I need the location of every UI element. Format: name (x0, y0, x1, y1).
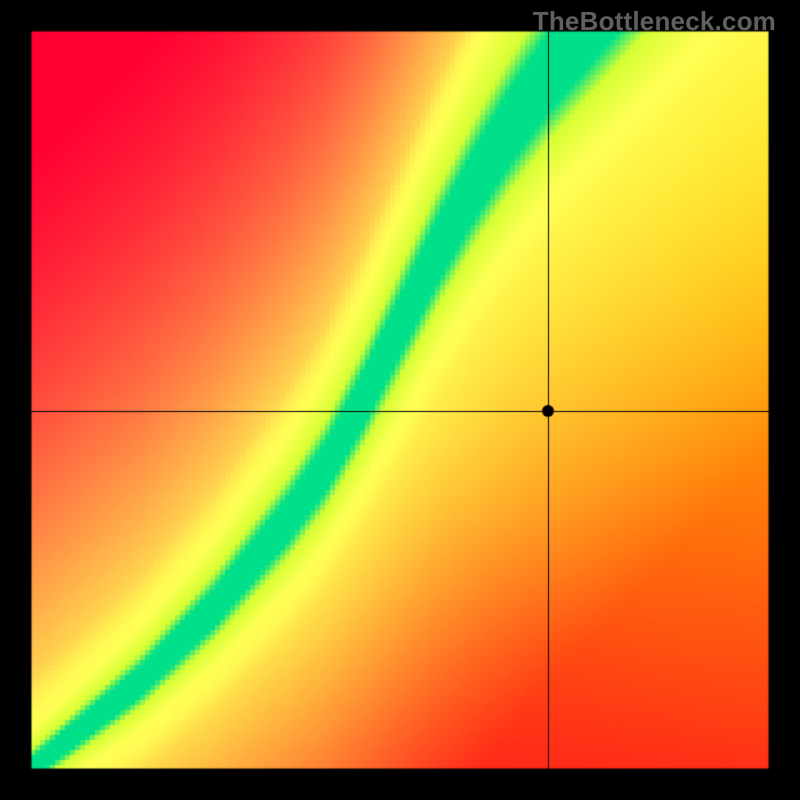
bottleneck-heatmap (0, 0, 800, 800)
chart-container: TheBottleneck.com (0, 0, 800, 800)
watermark-label: TheBottleneck.com (533, 6, 776, 37)
